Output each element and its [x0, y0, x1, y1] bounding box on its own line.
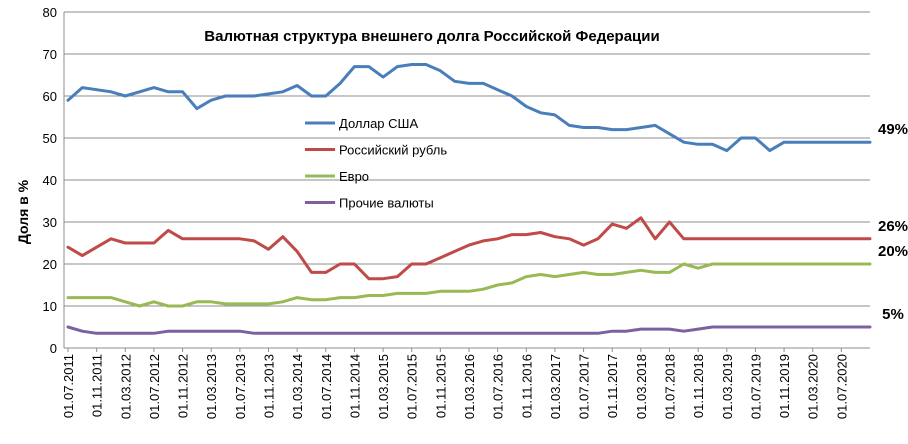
- x-tick-label: 01.03.2013: [204, 354, 219, 419]
- legend-label: Российский рубль: [339, 143, 447, 158]
- chart-title: Валютная структура внешнего долга Россий…: [204, 28, 659, 45]
- series-end-label: 26%: [878, 218, 908, 235]
- series-line-3: [66, 262, 872, 308]
- series-line-2: [66, 216, 872, 281]
- x-tick-label: 01.11.2015: [433, 354, 448, 418]
- x-tick-label: 01.03.2020: [806, 354, 821, 419]
- x-tick-label: 01.07.2011: [61, 354, 76, 418]
- y-tick-label: 70: [43, 47, 57, 62]
- x-tick-label: 01.03.2014: [290, 354, 305, 419]
- x-tick-label: 01.11.2013: [262, 354, 277, 418]
- legend-label: Прочие валюты: [339, 196, 434, 211]
- y-tick-label: 20: [43, 257, 57, 272]
- y-tick-labels: 0 10 20 30 40 50 60 70 80: [43, 5, 57, 356]
- end-labels: 49% 26% 20% 5%: [878, 121, 908, 323]
- x-tick-label: 01.07.2017: [577, 354, 592, 419]
- series-line-4: [66, 325, 872, 335]
- x-tick-label: 01.11.2011: [90, 354, 105, 417]
- x-tick-label: 01.07.2020: [834, 354, 849, 419]
- x-tick-label: 01.03.2015: [376, 354, 391, 419]
- legend: Доллар США Российский рубль Евро Прочие вал…: [305, 116, 447, 211]
- y-tick-label: 0: [50, 341, 57, 356]
- x-tick-label: 01.07.2018: [663, 354, 678, 419]
- x-tick-label: 01.11.2014: [347, 354, 362, 418]
- y-tick-label: 10: [43, 299, 57, 314]
- x-tick-label: 01.07.2012: [147, 354, 162, 419]
- series-line-1: [66, 63, 872, 153]
- y-tick-label: 50: [43, 131, 57, 146]
- x-tick-label: 01.11.2012: [176, 354, 191, 418]
- x-tick-label: 01.07.2013: [233, 354, 248, 419]
- x-tick-label: 01.11.2019: [777, 354, 792, 418]
- x-tick-label: 01.03.2016: [462, 354, 477, 419]
- x-tick-labels: 01.07.2011 01.11.2011 01.03.2012 01.07.2012…: [61, 354, 849, 419]
- gridlines: [64, 11, 870, 349]
- x-tick-label: 01.11.2017: [605, 354, 620, 418]
- x-tick-label: 01.07.2019: [748, 354, 763, 419]
- x-tick-label: 01.07.2014: [319, 354, 334, 419]
- x-tick-label: 01.11.2018: [691, 354, 706, 418]
- x-tick-label: 01.03.2019: [720, 354, 735, 419]
- series-end-label: 5%: [882, 306, 904, 323]
- x-tick-label: 01.11.2016: [519, 354, 534, 418]
- axes: [63, 12, 870, 352]
- x-tick-label: 01.03.2018: [634, 354, 649, 419]
- x-tick-label: 01.07.2015: [405, 354, 420, 419]
- y-tick-label: 40: [43, 173, 57, 188]
- y-tick-label: 60: [43, 89, 57, 104]
- y-tick-label: 30: [43, 215, 57, 230]
- legend-label: Евро: [339, 169, 369, 184]
- series-end-label: 49%: [878, 121, 908, 138]
- legend-label: Доллар США: [339, 116, 418, 131]
- series-end-label: 20%: [878, 243, 908, 260]
- series-lines: [66, 63, 872, 335]
- y-tick-label: 80: [43, 5, 57, 20]
- y-axis-label: Доля в %: [15, 179, 31, 244]
- x-tick-label: 01.07.2016: [491, 354, 506, 419]
- x-tick-label: 01.03.2017: [548, 354, 563, 419]
- x-tick-label: 01.03.2012: [118, 354, 133, 419]
